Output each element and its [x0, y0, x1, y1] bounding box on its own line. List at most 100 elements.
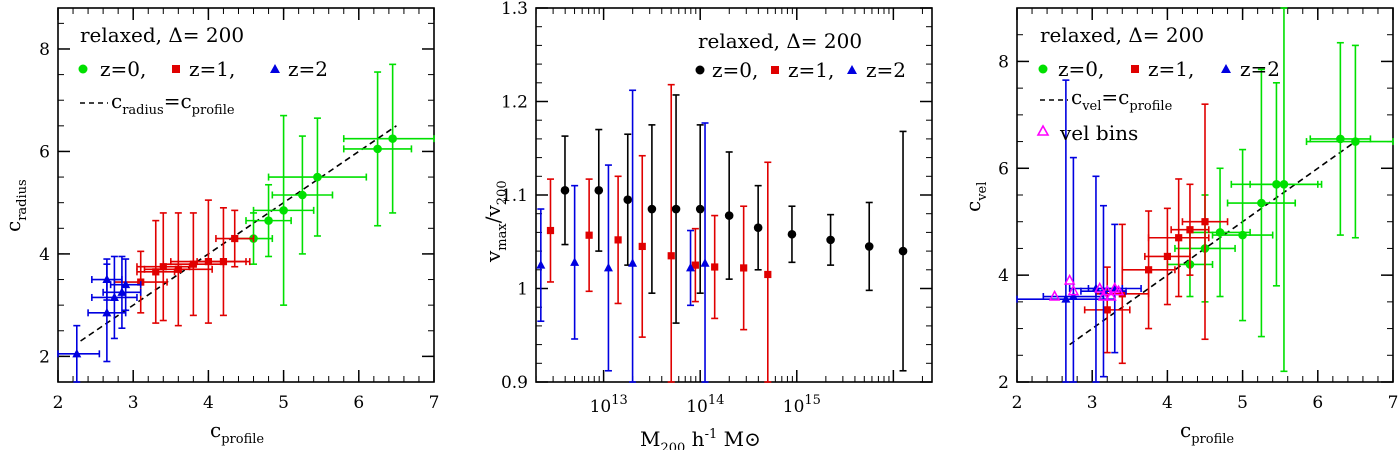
right-reference-line — [1069, 140, 1356, 346]
middle-x-axis-label: M200 h-1 M⊙ — [640, 427, 761, 450]
right-z-0-point-4 — [1257, 198, 1266, 208]
panel-middle: 1013 1014 1015 0.9 1 1.1 1.2 1.3 relaxed, Δ= 20… — [481, 0, 933, 450]
left-z-0-point-6 — [388, 134, 397, 143]
left-xtick-label-5: 7 — [429, 393, 440, 413]
right-vel-bins-point-2 — [1067, 284, 1080, 296]
left-legend-marker-z2 — [270, 64, 280, 73]
right-vel-bins-point-3 — [1093, 281, 1106, 293]
right-legend-marker-z0 — [1038, 64, 1048, 74]
middle-z-2-point-1 — [570, 257, 580, 266]
left-legend-marker-z1 — [172, 65, 180, 73]
right-legend-marker-vel-bins — [1036, 124, 1050, 136]
left-legend-title: relaxed, Δ= 200 — [80, 23, 244, 47]
middle-z-2-point-2 — [603, 262, 613, 272]
right-legend-z0: z=0, — [1058, 57, 1104, 81]
middle-legend-marker-z0 — [695, 65, 705, 75]
right-ytick-label-1: 4 — [998, 266, 1009, 286]
left-z-2-point-0 — [72, 348, 82, 358]
left-z-2-point-5 — [121, 279, 131, 289]
left-ticks: 2 3 4 5 6 7 2 4 6 8 — [39, 8, 439, 413]
left-legend-z0: z=0, — [100, 57, 146, 81]
middle-data-points — [536, 83, 908, 383]
left-z-2-point-2 — [109, 292, 119, 301]
right-legend-marker-z2 — [1221, 64, 1231, 73]
right-z-2-point-1 — [1068, 291, 1078, 301]
right-legend-z1: z=1, — [1148, 57, 1194, 81]
right-vel-bins-point-8 — [1112, 284, 1125, 296]
middle-ytick-label-2: 1.1 — [501, 186, 528, 206]
left-ytick-label-0: 2 — [39, 347, 50, 367]
right-z-1-point-5 — [1186, 226, 1194, 234]
panel-left: 2 3 4 5 6 7 2 4 6 8 relaxed, Δ= 200 z=0, z=1, z=2… — [1, 7, 439, 447]
left-ytick-label-1: 4 — [39, 245, 50, 265]
right-xtick-label-0: 2 — [1012, 393, 1023, 413]
middle-z-0-point-1 — [594, 186, 604, 195]
right-z-1-point-0 — [1103, 306, 1111, 314]
middle-ytick-label-4: 1.3 — [501, 0, 528, 19]
middle-z-2-point-3 — [628, 258, 638, 267]
right-xtick-label-1: 3 — [1087, 393, 1098, 413]
middle-z-0-point-6 — [724, 211, 734, 220]
middle-legend-title: relaxed, Δ= 200 — [698, 29, 862, 53]
left-z-1-point-4 — [189, 260, 197, 268]
middle-legend-z0: z=0, — [712, 58, 758, 82]
right-z-1-point-2 — [1145, 266, 1153, 274]
middle-ytick-label-0: 0.9 — [501, 373, 528, 393]
right-ticks: 2 3 4 5 6 7 2 4 6 8 — [998, 7, 1398, 413]
middle-z-0-point-4 — [671, 204, 681, 214]
right-z-2-point-0 — [1061, 294, 1071, 303]
middle-z-1-point-3 — [638, 242, 646, 251]
middle-z-1-point-6 — [711, 263, 719, 271]
right-legend-vel-bins: vel bins — [1059, 121, 1138, 145]
middle-z-0-point-5 — [695, 204, 705, 214]
left-z-0-point-1 — [264, 216, 273, 225]
left-xtick-label-2: 4 — [203, 393, 214, 413]
left-z-1-point-1 — [152, 268, 160, 276]
left-xtick-label-0: 2 — [53, 393, 64, 413]
left-reference-line — [80, 125, 397, 342]
middle-z-1-point-5 — [691, 261, 699, 269]
right-legend-z2: z=2 — [1240, 57, 1280, 81]
left-z-0-point-5 — [373, 144, 382, 154]
left-z-1-point-6 — [219, 258, 228, 266]
right-vel-bins-point-5 — [1101, 284, 1113, 296]
middle-z-0-point-7 — [753, 223, 763, 233]
left-z-0-point-4 — [313, 172, 322, 182]
left-z-1-point-7 — [231, 234, 239, 243]
left-xtick-label-4: 6 — [353, 393, 364, 413]
right-z-0-point-3 — [1238, 230, 1247, 240]
right-ytick-label-3: 8 — [998, 52, 1009, 72]
right-vel-bins-point-4 — [1097, 289, 1110, 301]
left-z-2-point-3 — [117, 287, 127, 296]
middle-z-0-point-0 — [560, 186, 570, 195]
left-legend-z2: z=2 — [288, 57, 328, 81]
left-xtick-label-3: 5 — [278, 393, 289, 413]
left-z-0-point-3 — [298, 190, 307, 200]
left-plot-frame — [57, 7, 435, 383]
left-z-1-point-3 — [174, 265, 182, 273]
right-z-0-point-8 — [1351, 137, 1360, 146]
right-ytick-label-0: 2 — [998, 373, 1009, 393]
right-xtick-label-2: 4 — [1162, 393, 1173, 413]
middle-legend-marker-z1 — [771, 66, 779, 74]
right-x-axis-label: cprofile — [1180, 418, 1234, 447]
middle-legend-marker-z2 — [847, 65, 857, 74]
right-y-axis-label: cvel — [961, 182, 990, 212]
middle-z-0-point-8 — [787, 229, 797, 239]
right-reference-line — [1069, 140, 1356, 346]
panel-right: 2 3 4 5 6 7 2 4 6 8 relaxed, Δ= 200 z=0, z=1, z=2… — [961, 7, 1398, 447]
middle-xtick-label-2: 1015 — [783, 393, 821, 417]
middle-z-1-point-0 — [546, 226, 555, 235]
middle-legend-z1: z=1, — [788, 58, 834, 82]
middle-xtick-label-0: 1013 — [590, 393, 628, 417]
left-z-0-point-2 — [279, 206, 288, 215]
middle-z-1-point-1 — [585, 231, 593, 239]
middle-z-0-point-11 — [898, 246, 908, 256]
left-legend-z1: z=1, — [189, 57, 235, 81]
middle-z-2-point-4 — [686, 262, 696, 272]
middle-z-1-point-4 — [667, 252, 675, 260]
right-legend-marker-z1 — [1131, 65, 1139, 73]
right-data-points — [1016, 7, 1394, 383]
middle-z-0-point-10 — [864, 242, 874, 251]
left-data-points — [57, 63, 435, 383]
